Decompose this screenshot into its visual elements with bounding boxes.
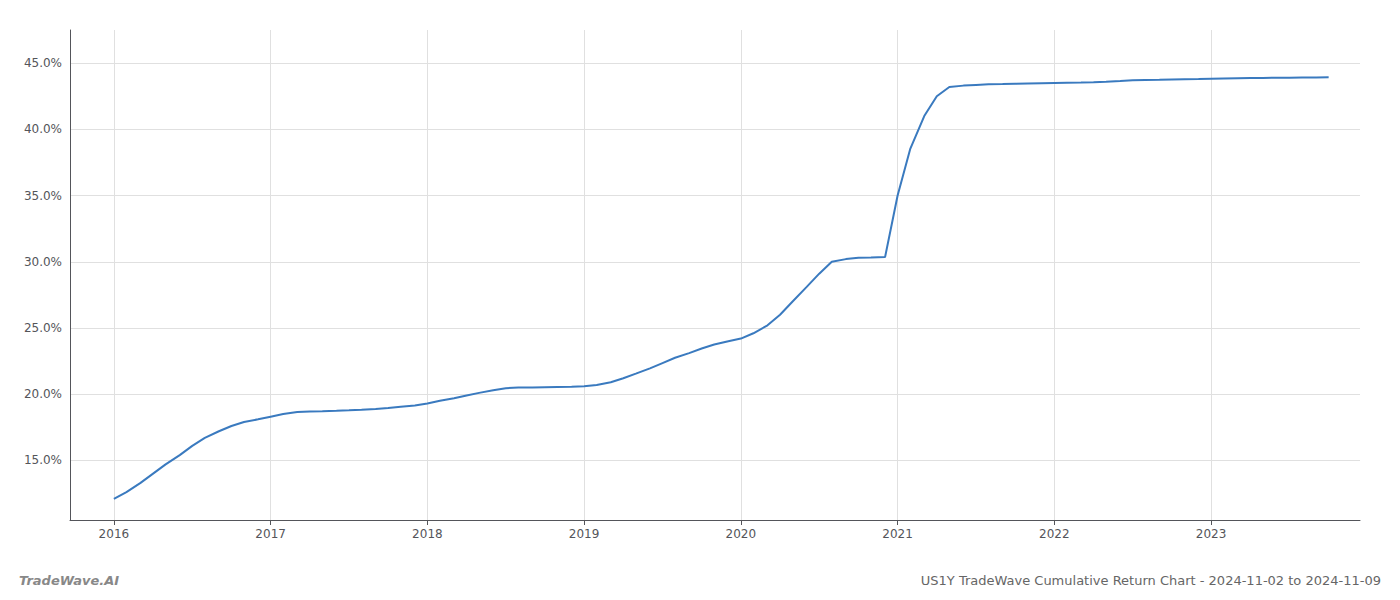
svg-text:2017: 2017	[255, 527, 286, 541]
svg-text:2019: 2019	[569, 527, 600, 541]
svg-text:15.0%: 15.0%	[24, 453, 62, 467]
svg-text:US1Y TradeWave Cumulative Retu: US1Y TradeWave Cumulative Return Chart -…	[921, 573, 1381, 588]
svg-text:2023: 2023	[1196, 527, 1227, 541]
svg-text:20.0%: 20.0%	[24, 387, 62, 401]
svg-text:30.0%: 30.0%	[24, 255, 62, 269]
svg-text:2022: 2022	[1039, 527, 1070, 541]
svg-text:2020: 2020	[726, 527, 757, 541]
svg-text:2018: 2018	[412, 527, 443, 541]
svg-text:25.0%: 25.0%	[24, 321, 62, 335]
svg-text:45.0%: 45.0%	[24, 56, 62, 70]
svg-text:2016: 2016	[99, 527, 130, 541]
svg-text:TradeWave.AI: TradeWave.AI	[19, 573, 119, 588]
svg-text:2021: 2021	[882, 527, 913, 541]
svg-text:40.0%: 40.0%	[24, 122, 62, 136]
svg-text:35.0%: 35.0%	[24, 189, 62, 203]
